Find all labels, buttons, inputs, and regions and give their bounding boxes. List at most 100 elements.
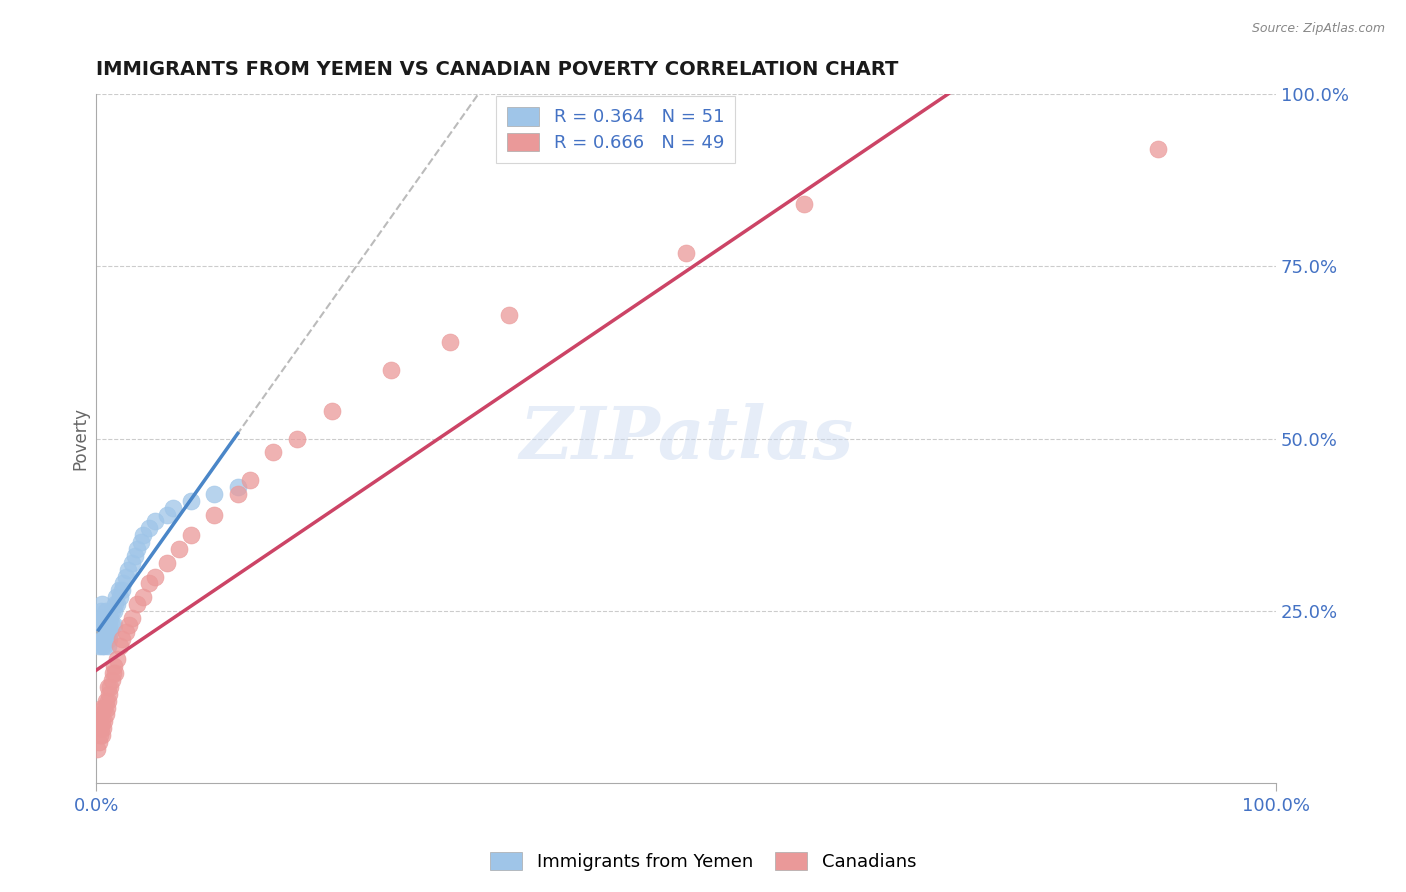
Point	[91, 721, 114, 735]
Point	[127, 541, 149, 556]
Point	[143, 515, 166, 529]
Text: ZIPatlas: ZIPatlas	[519, 403, 853, 475]
Point	[94, 693, 117, 707]
Point	[89, 611, 111, 625]
Point	[156, 556, 179, 570]
Point	[114, 569, 136, 583]
Point	[117, 563, 139, 577]
Point	[107, 583, 129, 598]
Point	[97, 639, 120, 653]
Point	[91, 617, 114, 632]
Point	[90, 632, 112, 646]
Point	[675, 245, 697, 260]
Point	[98, 680, 121, 694]
Point	[93, 624, 115, 639]
Point	[94, 632, 117, 646]
Point	[97, 693, 120, 707]
Point	[321, 404, 343, 418]
Point	[111, 632, 134, 646]
Point	[87, 735, 110, 749]
Point	[162, 500, 184, 515]
Point	[90, 721, 112, 735]
Point	[498, 308, 520, 322]
Point	[100, 673, 122, 687]
Point	[98, 632, 121, 646]
Legend: R = 0.364   N = 51, R = 0.666   N = 49: R = 0.364 N = 51, R = 0.666 N = 49	[496, 96, 735, 163]
Point	[94, 617, 117, 632]
Point	[103, 617, 125, 632]
Point	[86, 742, 108, 756]
Point	[107, 652, 129, 666]
Point	[103, 659, 125, 673]
Point	[98, 617, 121, 632]
Point	[262, 445, 284, 459]
Point	[104, 597, 127, 611]
Point	[138, 576, 160, 591]
Point	[91, 632, 114, 646]
Point	[380, 363, 402, 377]
Point	[132, 528, 155, 542]
Point	[94, 604, 117, 618]
Point	[180, 493, 202, 508]
Point	[89, 728, 111, 742]
Point	[89, 714, 111, 729]
Point	[132, 591, 155, 605]
Legend: Immigrants from Yemen, Canadians: Immigrants from Yemen, Canadians	[482, 845, 924, 879]
Point	[121, 611, 143, 625]
Point	[156, 508, 179, 522]
Point	[108, 639, 131, 653]
Point	[97, 624, 120, 639]
Point	[285, 432, 308, 446]
Point	[87, 721, 110, 735]
Point	[96, 624, 118, 639]
Point	[118, 617, 141, 632]
Point	[1147, 142, 1170, 156]
Point	[103, 604, 125, 618]
Point	[94, 707, 117, 722]
Point	[96, 611, 118, 625]
Point	[91, 728, 114, 742]
Point	[107, 597, 129, 611]
Point	[89, 624, 111, 639]
Point	[93, 611, 115, 625]
Point	[226, 480, 249, 494]
Point	[91, 597, 114, 611]
Point	[91, 714, 114, 729]
Point	[202, 508, 225, 522]
Point	[793, 197, 815, 211]
Point	[98, 611, 121, 625]
Point	[101, 666, 124, 681]
Point	[138, 521, 160, 535]
Text: Source: ZipAtlas.com: Source: ZipAtlas.com	[1251, 22, 1385, 36]
Point	[226, 487, 249, 501]
Point	[87, 639, 110, 653]
Point	[91, 700, 114, 714]
Point	[91, 624, 114, 639]
Text: IMMIGRANTS FROM YEMEN VS CANADIAN POVERTY CORRELATION CHART: IMMIGRANTS FROM YEMEN VS CANADIAN POVERT…	[96, 60, 898, 78]
Point	[111, 583, 134, 598]
Point	[114, 624, 136, 639]
Point	[127, 597, 149, 611]
Point	[167, 541, 190, 556]
Point	[180, 528, 202, 542]
Point	[100, 617, 122, 632]
Point	[105, 591, 128, 605]
Point	[96, 700, 118, 714]
Point	[93, 639, 115, 653]
Point	[91, 611, 114, 625]
Point	[104, 666, 127, 681]
Point	[90, 604, 112, 618]
Point	[93, 700, 115, 714]
Point	[121, 556, 143, 570]
Point	[202, 487, 225, 501]
Point	[439, 335, 461, 350]
Point	[112, 576, 135, 591]
Point	[143, 569, 166, 583]
Point	[91, 639, 114, 653]
Point	[97, 611, 120, 625]
Point	[100, 604, 122, 618]
Point	[108, 591, 131, 605]
Point	[97, 680, 120, 694]
Point	[90, 707, 112, 722]
Y-axis label: Poverty: Poverty	[72, 408, 89, 470]
